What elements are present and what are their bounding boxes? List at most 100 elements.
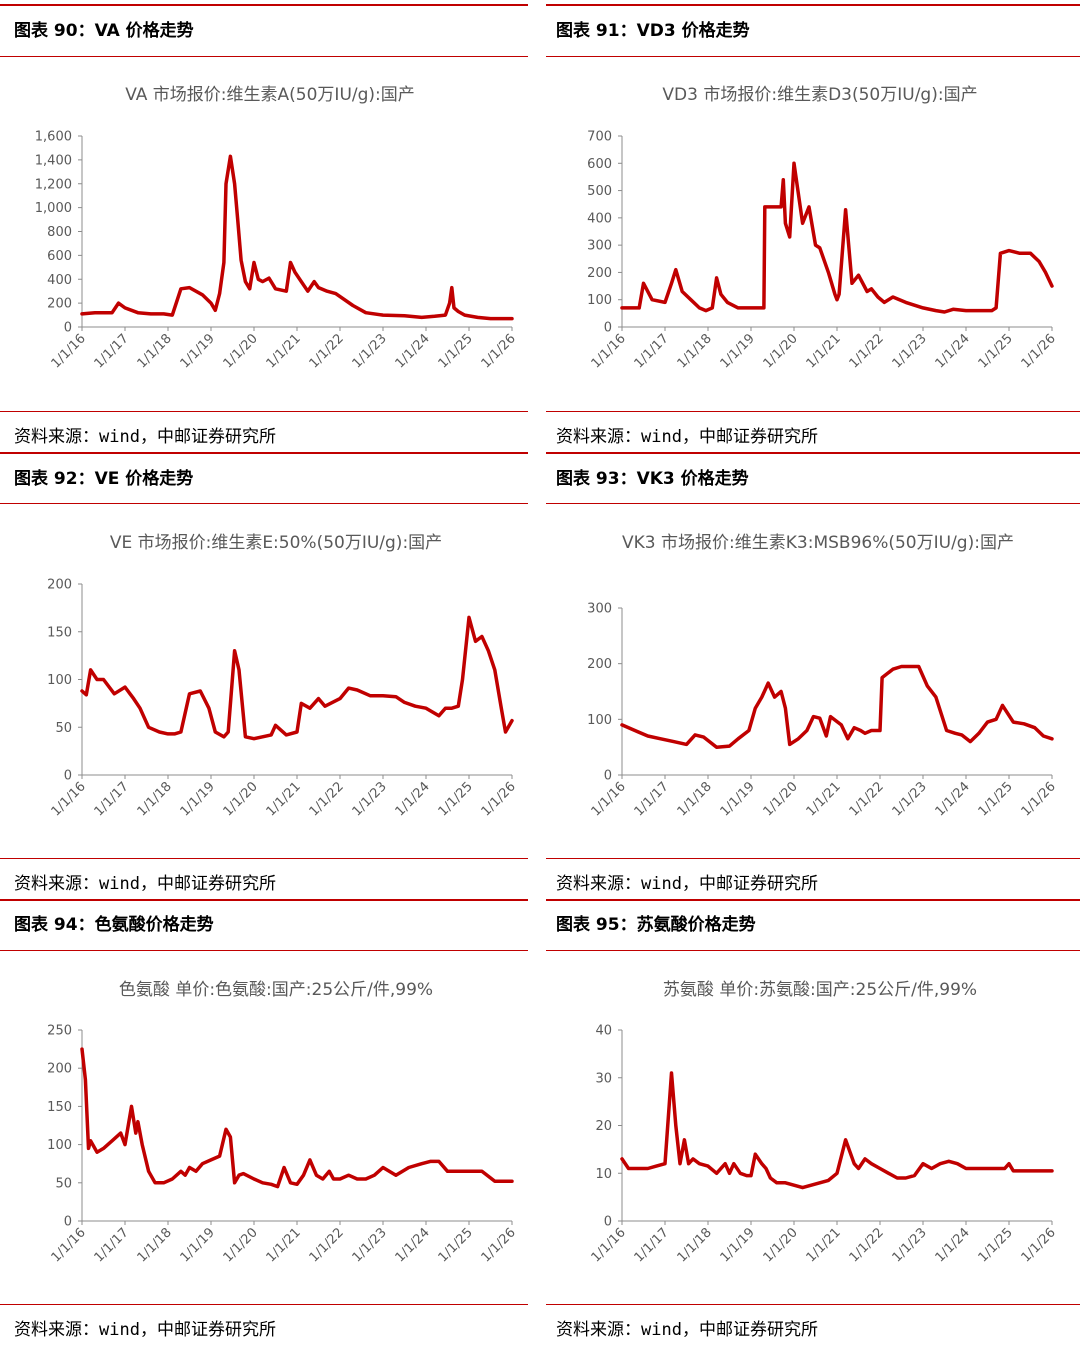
x-tick-label: 1/1/24 <box>393 779 433 819</box>
series-line <box>620 1071 1054 1190</box>
x-tick-label: 1/1/21 <box>804 779 844 819</box>
y-tick-label: 100 <box>47 1138 72 1153</box>
y-tick-label: 100 <box>47 673 72 688</box>
y-tick-label: 200 <box>47 578 72 593</box>
divider-rule <box>546 56 1080 57</box>
x-tick-label: 1/1/24 <box>933 779 973 819</box>
figure-title: 图表 94：色氨酸价格走势 <box>14 915 214 935</box>
divider-rule <box>546 1304 1080 1305</box>
y-tick-label: 200 <box>47 297 72 312</box>
x-tick-label: 1/1/25 <box>436 779 476 819</box>
x-tick-label: 1/1/21 <box>804 331 844 371</box>
source-note: 资料来源：wind，中邮证券研究所 <box>14 427 276 447</box>
x-tick-label: 1/1/25 <box>976 1225 1016 1265</box>
y-tick-label: 0 <box>64 769 72 784</box>
x-tick-label: 1/1/22 <box>847 331 887 371</box>
x-tick-label: 1/1/23 <box>350 1225 390 1265</box>
x-tick-label: 1/1/18 <box>675 779 715 819</box>
y-tick-label: 250 <box>47 1024 72 1039</box>
divider-rule <box>0 4 528 6</box>
y-tick-label: 400 <box>587 211 612 226</box>
x-tick-label: 1/1/22 <box>307 331 347 371</box>
y-tick-label: 50 <box>55 721 72 736</box>
x-tick-label: 1/1/23 <box>890 1225 930 1265</box>
chart-vd3: 0 100 200 300 400 500 600 700 1/1/16 1/1/17 1/1/18… <box>587 130 1059 372</box>
x-tick-label: 1/1/19 <box>178 779 218 819</box>
y-tick-label: 200 <box>47 1062 72 1077</box>
x-tick-label: 1/1/18 <box>135 331 175 371</box>
source-note: 资料来源：wind，中邮证券研究所 <box>556 427 818 447</box>
x-tick-label: 1/1/26 <box>479 1225 519 1265</box>
chart-title: VK3 市场报价:维生素K3:MSB96%(50万IU/g):国产 <box>622 533 1014 553</box>
x-tick-label: 1/1/26 <box>479 331 519 371</box>
x-tick-label: 1/1/20 <box>221 1225 261 1265</box>
y-tick-label: 700 <box>587 130 612 145</box>
divider-rule <box>0 950 528 951</box>
x-tick-label: 1/1/23 <box>350 331 390 371</box>
y-tick-label: 600 <box>587 157 612 172</box>
y-tick-label: 150 <box>47 625 72 640</box>
x-tick-label: 1/1/22 <box>847 779 887 819</box>
y-tick-label: 0 <box>604 321 612 336</box>
x-tick-label: 1/1/25 <box>976 779 1016 819</box>
x-tick-label: 1/1/19 <box>718 779 758 819</box>
x-tick-label: 1/1/19 <box>178 1225 218 1265</box>
figure-title: 图表 90：VA 价格走势 <box>14 21 194 41</box>
x-tick-label: 1/1/26 <box>1019 779 1059 819</box>
chart-title: 苏氨酸 单价:苏氨酸:国产:25公斤/件,99% <box>662 980 978 1000</box>
y-tick-label: 150 <box>47 1100 72 1115</box>
x-tick-label: 1/1/19 <box>718 1225 758 1265</box>
figure-title: 图表 92：VE 价格走势 <box>14 469 194 489</box>
series-line <box>80 154 514 321</box>
y-tick-label: 10 <box>595 1167 612 1182</box>
x-tick-label: 1/1/24 <box>933 1225 973 1265</box>
divider-rule <box>546 411 1080 412</box>
divider-rule <box>546 503 1080 504</box>
x-tick-label: 1/1/17 <box>92 1225 132 1265</box>
x-tick-label: 1/1/22 <box>307 779 347 819</box>
x-tick-label: 1/1/22 <box>847 1225 887 1265</box>
figure-title: 图表 93：VK3 价格走势 <box>556 469 749 489</box>
x-tick-label: 1/1/17 <box>92 331 132 371</box>
x-tick-label: 1/1/21 <box>804 1225 844 1265</box>
chart-vk3: 0 100 200 300 1/1/16 1/1/17 1/1/18 1/1/19 1/1/20… <box>587 602 1059 820</box>
x-tick-label: 1/1/16 <box>589 1225 629 1265</box>
x-tick-label: 1/1/20 <box>761 331 801 371</box>
x-tick-label: 1/1/23 <box>350 779 390 819</box>
x-tick-label: 1/1/25 <box>976 331 1016 371</box>
divider-rule <box>546 452 1080 454</box>
x-tick-label: 1/1/26 <box>1019 1225 1059 1265</box>
source-note: 资料来源：wind，中邮证券研究所 <box>14 874 276 894</box>
divider-rule <box>0 1304 528 1305</box>
y-tick-label: 100 <box>587 713 612 728</box>
x-tick-label: 1/1/23 <box>890 331 930 371</box>
x-tick-label: 1/1/20 <box>761 779 801 819</box>
y-tick-label: 500 <box>587 184 612 199</box>
y-tick-label: 300 <box>587 602 612 617</box>
chart-title: VD3 市场报价:维生素D3(50万IU/g):国产 <box>662 85 978 105</box>
x-tick-label: 1/1/24 <box>393 1225 433 1265</box>
x-tick-label: 1/1/19 <box>718 331 758 371</box>
x-tick-label: 1/1/20 <box>221 779 261 819</box>
y-tick-label: 400 <box>47 273 72 288</box>
x-tick-label: 1/1/16 <box>49 1225 89 1265</box>
y-tick-label: 0 <box>604 769 612 784</box>
series-line <box>80 615 514 741</box>
source-note: 资料来源：wind，中邮证券研究所 <box>556 1320 818 1340</box>
x-tick-label: 1/1/24 <box>393 331 433 371</box>
figure-title: 图表 91：VD3 价格走势 <box>556 21 750 41</box>
x-tick-label: 1/1/23 <box>890 779 930 819</box>
y-tick-label: 300 <box>587 239 612 254</box>
source-note: 资料来源：wind，中邮证券研究所 <box>556 874 818 894</box>
divider-rule <box>546 899 1080 901</box>
divider-rule <box>0 503 528 504</box>
x-tick-label: 1/1/16 <box>49 779 89 819</box>
y-tick-label: 100 <box>587 293 612 308</box>
chart-title: 色氨酸 单价:色氨酸:国产:25公斤/件,99% <box>118 980 434 1000</box>
y-tick-label: 20 <box>595 1119 612 1134</box>
figure-title: 图表 95：苏氨酸价格走势 <box>556 915 756 935</box>
x-tick-label: 1/1/16 <box>589 779 629 819</box>
x-tick-label: 1/1/17 <box>632 331 672 371</box>
